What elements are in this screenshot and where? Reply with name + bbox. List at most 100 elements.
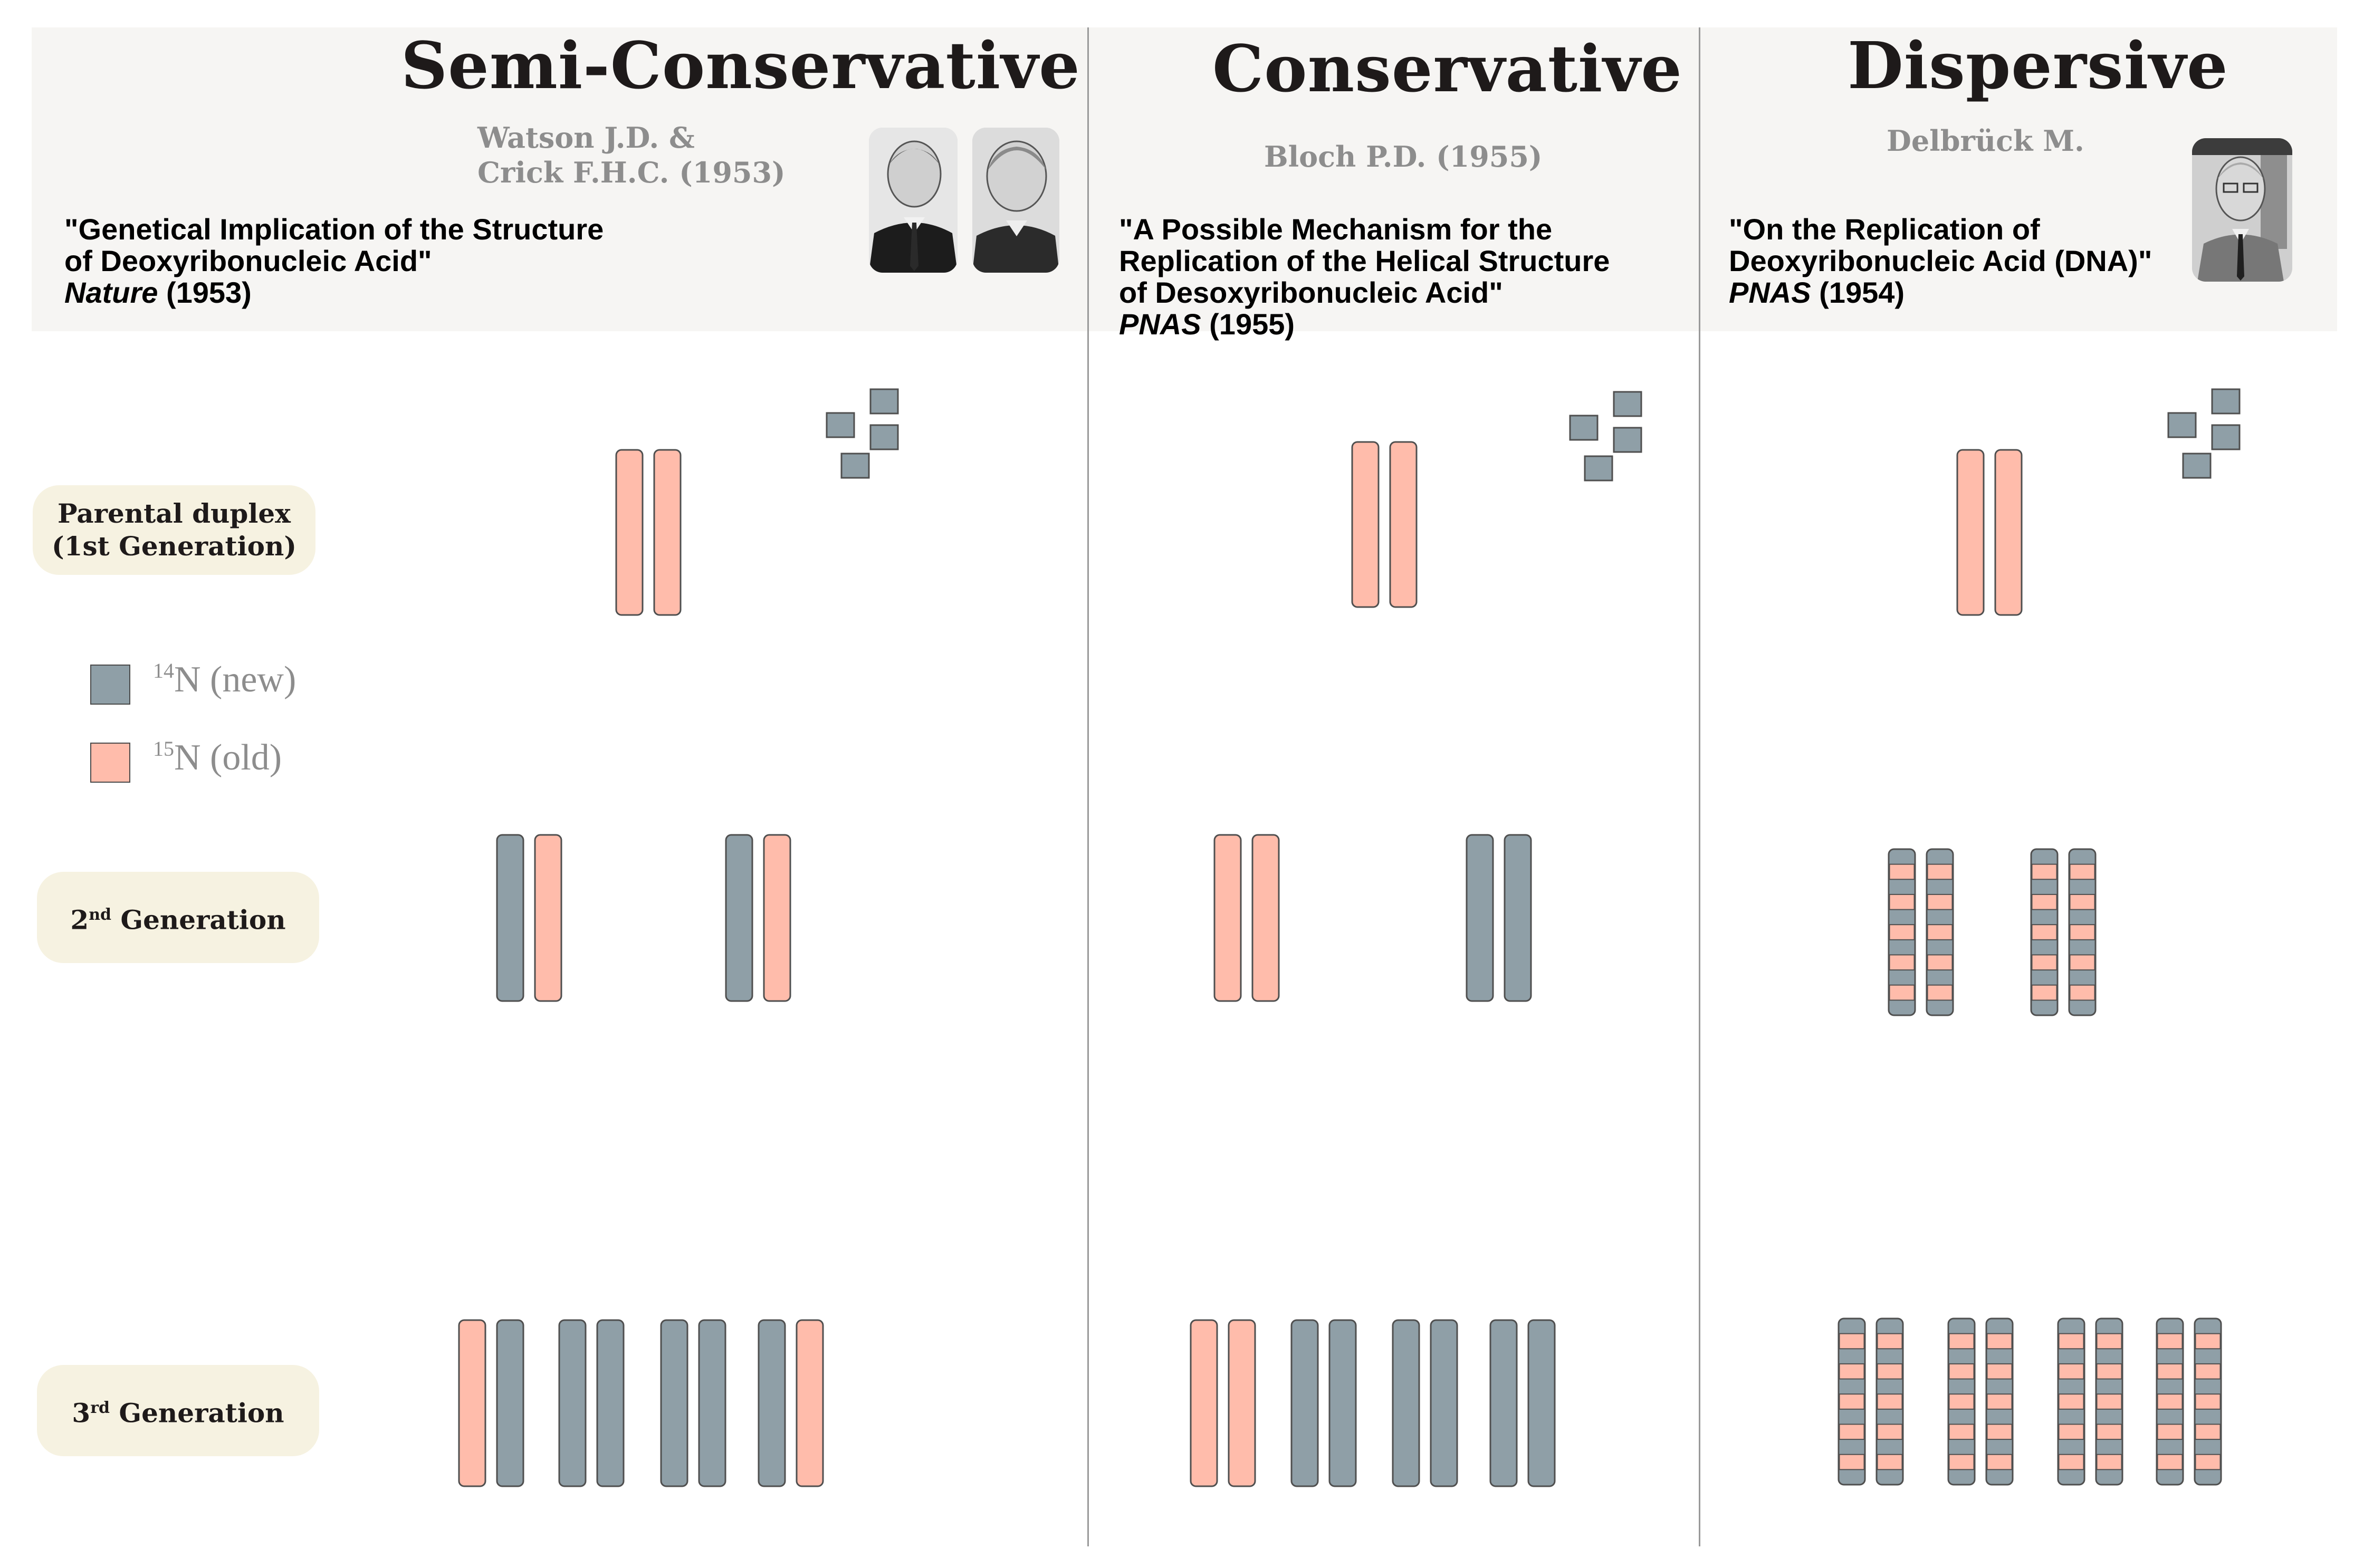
- paper-line-1: "On the Replication of: [1729, 213, 2040, 246]
- dispersive-gen3-duplex2-a-segment: [2058, 1333, 2084, 1350]
- journal-line: Nature (1953): [64, 277, 604, 309]
- dispersive-gen2-duplex1-a-segment: [2031, 863, 2058, 880]
- gen-word: Generation: [109, 1397, 284, 1429]
- isotope-text: N (old): [174, 737, 282, 778]
- dispersive-gen3-duplex2-b-segment: [2096, 1423, 2122, 1440]
- legend-swatch-n14: [90, 665, 130, 705]
- column-divider-2: [1699, 27, 1700, 1546]
- label-parental-duplex: Parental duplex (1st Generation): [33, 485, 315, 575]
- dispersive-gen2-duplex1-b-segment: [2069, 863, 2095, 880]
- dispersive-gen3-duplex3-b-segment: [2195, 1454, 2221, 1470]
- legend-label-n15: 15N (old): [153, 736, 282, 779]
- dispersive-gen3-duplex0-b-segment: [1877, 1423, 1903, 1440]
- dispersive-gen3-duplex1-b-segment: [1986, 1333, 2013, 1350]
- journal-line: PNAS (1954): [1729, 277, 2152, 309]
- cons-nucleotide-3: [1584, 455, 1613, 482]
- dispersive-gen3-duplex2-a-segment: [2058, 1423, 2084, 1440]
- author-delbruck: Delbrück M.: [1887, 124, 2084, 158]
- dispersive-gen2-duplex1-a-segment: [2031, 924, 2058, 940]
- dispersive-gen2-duplex1-b-segment: [2069, 924, 2095, 940]
- portrait-delbruck: [2192, 138, 2292, 282]
- semi-nucleotide-0: [869, 388, 899, 415]
- paper-line-3: of Desoxyribonucleic Acid": [1119, 276, 1503, 309]
- semi_conservative-gen3-duplex0-a: [458, 1319, 486, 1487]
- gen-number: 2: [70, 904, 89, 936]
- dispersive-gen3-duplex1-a-segment: [1948, 1423, 1975, 1440]
- semi_conservative-gen2-duplex1-a: [725, 834, 753, 1002]
- author-watson-crick: Watson J.D. & Crick F.H.C. (1953): [477, 120, 786, 190]
- paper-line-1: "Genetical Implication of the Structure: [64, 213, 604, 246]
- dispersive-gen3-duplex1-a-segment: [1948, 1333, 1975, 1350]
- dispersive-gen3-duplex0-b-segment: [1877, 1393, 1903, 1410]
- dispersive-gen3-duplex2-b-segment: [2096, 1454, 2122, 1470]
- dispersive-gen3-duplex3-b-segment: [2195, 1393, 2221, 1410]
- semi_conservative-gen1-strand-b: [653, 449, 682, 616]
- semi_conservative-gen3-duplex3-a: [758, 1319, 786, 1487]
- title-dispersive: Dispersive: [1848, 27, 2228, 103]
- journal-name: Nature: [64, 276, 158, 309]
- dispersive-gen2-duplex0-b-segment: [1927, 954, 1953, 971]
- dispersive-gen2-duplex1-b-segment: [2069, 984, 2095, 1001]
- dispersive-gen3-duplex1-b-segment: [1986, 1393, 2013, 1410]
- dispersive-gen3-duplex3-a-segment: [2157, 1423, 2183, 1440]
- disp-nucleotide-1: [2167, 412, 2197, 438]
- author-bloch: Bloch P.D. (1955): [1264, 140, 1543, 174]
- conservative-gen1-strand-b: [1389, 441, 1418, 608]
- dispersive-gen3-duplex3-b-segment: [2195, 1363, 2221, 1380]
- dispersive-gen3-duplex0-a-segment: [1839, 1454, 1865, 1470]
- dispersive-gen1-strand-a: [1956, 449, 1985, 616]
- dispersive-gen2-duplex0-a-segment: [1889, 924, 1915, 940]
- conservative-gen1-strand-a: [1351, 441, 1380, 608]
- dispersive-gen3-duplex2-b-segment: [2096, 1363, 2122, 1380]
- portrait-crick: [972, 128, 1059, 273]
- semi_conservative-gen1-strand-a: [615, 449, 644, 616]
- dispersive-gen2-duplex0-b-segment: [1927, 924, 1953, 940]
- paper-line-2: Deoxyribonucleic Acid (DNA)": [1729, 244, 2152, 277]
- isotope-text: N (new): [174, 659, 296, 700]
- dispersive-gen2-duplex0-a-segment: [1889, 863, 1915, 880]
- dispersive-gen3-duplex1-b-segment: [1986, 1454, 2013, 1470]
- dispersive-gen3-duplex0-a-segment: [1839, 1423, 1865, 1440]
- dispersive-gen1-strand-b: [1994, 449, 2023, 616]
- journal-name: PNAS: [1729, 276, 1811, 309]
- label-parental-text: Parental duplex (1st Generation): [52, 497, 296, 563]
- paper-citation-2: "A Possible Mechanism for the Replicatio…: [1119, 214, 1610, 340]
- dispersive-gen2-duplex0-a-segment: [1889, 893, 1915, 910]
- dispersive-gen2-duplex1-b-segment: [2069, 954, 2095, 971]
- dispersive-gen3-duplex1-b-segment: [1986, 1363, 2013, 1380]
- conservative-gen2-duplex1-b: [1504, 834, 1532, 1002]
- disp-nucleotide-3: [2182, 453, 2212, 479]
- portrait-watson: [869, 128, 958, 273]
- journal-name: PNAS: [1119, 307, 1201, 341]
- semi_conservative-gen3-duplex3-b: [796, 1319, 824, 1487]
- cons-nucleotide-2: [1613, 427, 1642, 453]
- dispersive-gen2-duplex0-b-segment: [1927, 984, 1953, 1001]
- title-conservative: Conservative: [1212, 31, 1682, 107]
- disp-nucleotide-2: [2211, 424, 2241, 450]
- semi-nucleotide-3: [840, 453, 870, 479]
- dispersive-gen3-duplex3-a-segment: [2157, 1393, 2183, 1410]
- semi_conservative-gen2-duplex0-b: [534, 834, 562, 1002]
- conservative-gen2-duplex0-b: [1251, 834, 1280, 1002]
- paper-citation-1: "Genetical Implication of the Structure …: [64, 214, 604, 309]
- conservative-gen3-duplex1-a: [1290, 1319, 1319, 1487]
- conservative-gen3-duplex3-b: [1527, 1319, 1556, 1487]
- journal-year: (1953): [158, 276, 252, 309]
- dispersive-gen3-duplex0-b-segment: [1877, 1333, 1903, 1350]
- paper-citation-3: "On the Replication of Deoxyribonucleic …: [1729, 214, 2152, 309]
- conservative-gen3-duplex2-a: [1392, 1319, 1420, 1487]
- semi_conservative-gen3-duplex2-a: [660, 1319, 688, 1487]
- journal-line: PNAS (1955): [1119, 309, 1610, 340]
- dispersive-gen2-duplex1-a-segment: [2031, 893, 2058, 910]
- isotope-number: 15: [153, 737, 174, 761]
- title-semi-conservative: Semi-Conservative: [401, 27, 1080, 103]
- legend-swatch-n15: [90, 743, 130, 783]
- gen-suffix: rd: [90, 1398, 110, 1417]
- dispersive-gen2-duplex1-a-segment: [2031, 984, 2058, 1001]
- conservative-gen2-duplex1-a: [1466, 834, 1494, 1002]
- dispersive-gen3-duplex1-b-segment: [1986, 1423, 2013, 1440]
- journal-year: (1954): [1811, 276, 1905, 309]
- gen-word: Generation: [111, 904, 286, 936]
- dispersive-gen3-duplex0-b-segment: [1877, 1363, 1903, 1380]
